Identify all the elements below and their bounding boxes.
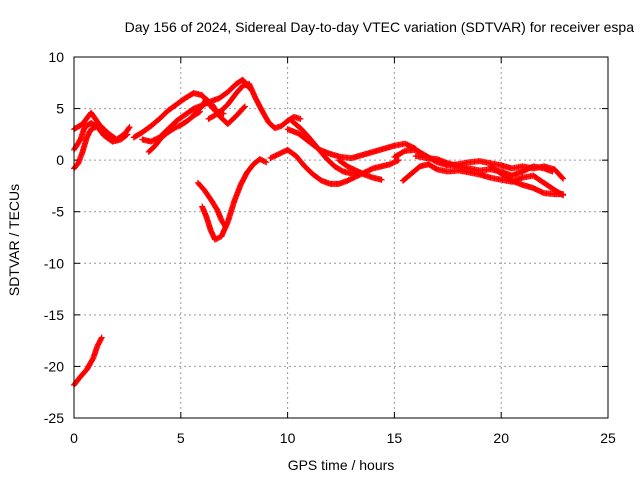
series-arc2 [71, 120, 131, 153]
x-axis-label: GPS time / hours [287, 457, 395, 473]
data-point [297, 115, 304, 122]
data-point [395, 157, 402, 164]
series-arc4 [71, 334, 105, 388]
data-point [378, 176, 385, 183]
data-point [241, 103, 248, 110]
data-point [125, 125, 132, 132]
series-arc3 [71, 124, 99, 172]
x-tick-label: 0 [70, 430, 78, 446]
plot-frame [73, 56, 609, 419]
data-point [98, 335, 105, 342]
series-arc9 [190, 96, 248, 128]
data-point [92, 124, 99, 131]
y-tick-label: -10 [44, 255, 64, 271]
data-point [98, 334, 105, 341]
y-axis-label: SDTVAR / TECUs [6, 183, 22, 297]
data-point [560, 191, 567, 198]
data-point [241, 104, 248, 111]
series-arc11 [199, 156, 270, 243]
data-point [124, 131, 131, 138]
y-tick-label: 0 [56, 152, 64, 168]
grid-lines [74, 57, 608, 418]
y-tick-label: 10 [48, 49, 64, 65]
data-points [71, 76, 567, 388]
x-tick-label: 5 [177, 430, 185, 446]
series-arc14 [288, 117, 364, 177]
x-tick-label: 10 [280, 430, 296, 446]
data-point [123, 132, 130, 139]
series-arc10 [194, 179, 229, 231]
series-arc19 [487, 163, 567, 198]
data-point [126, 124, 133, 131]
series-arc8 [205, 80, 304, 132]
data-point [549, 168, 556, 175]
y-tick-label: -20 [44, 358, 64, 374]
y-tick-label: -15 [44, 307, 64, 323]
data-point [560, 175, 567, 182]
y-tick-label: -5 [52, 204, 65, 220]
data-point [261, 158, 268, 165]
x-tick-label: 20 [493, 430, 509, 446]
series-arc13 [284, 126, 419, 162]
axis-ticks: 0 5 10 15 20 25 -25 -20 -15 -10 -5 0 5 10 [44, 49, 616, 446]
x-tick-label: 25 [600, 430, 616, 446]
y-tick-label: 5 [56, 101, 64, 117]
data-point [559, 174, 566, 181]
y-tick-label: -25 [44, 410, 64, 426]
x-tick-label: 15 [387, 430, 403, 446]
series-arc15 [335, 157, 385, 183]
series-arc12 [267, 146, 402, 187]
data-point [263, 159, 270, 166]
chart-title: Day 156 of 2024, Sidereal Day-to-day VTE… [124, 19, 634, 35]
